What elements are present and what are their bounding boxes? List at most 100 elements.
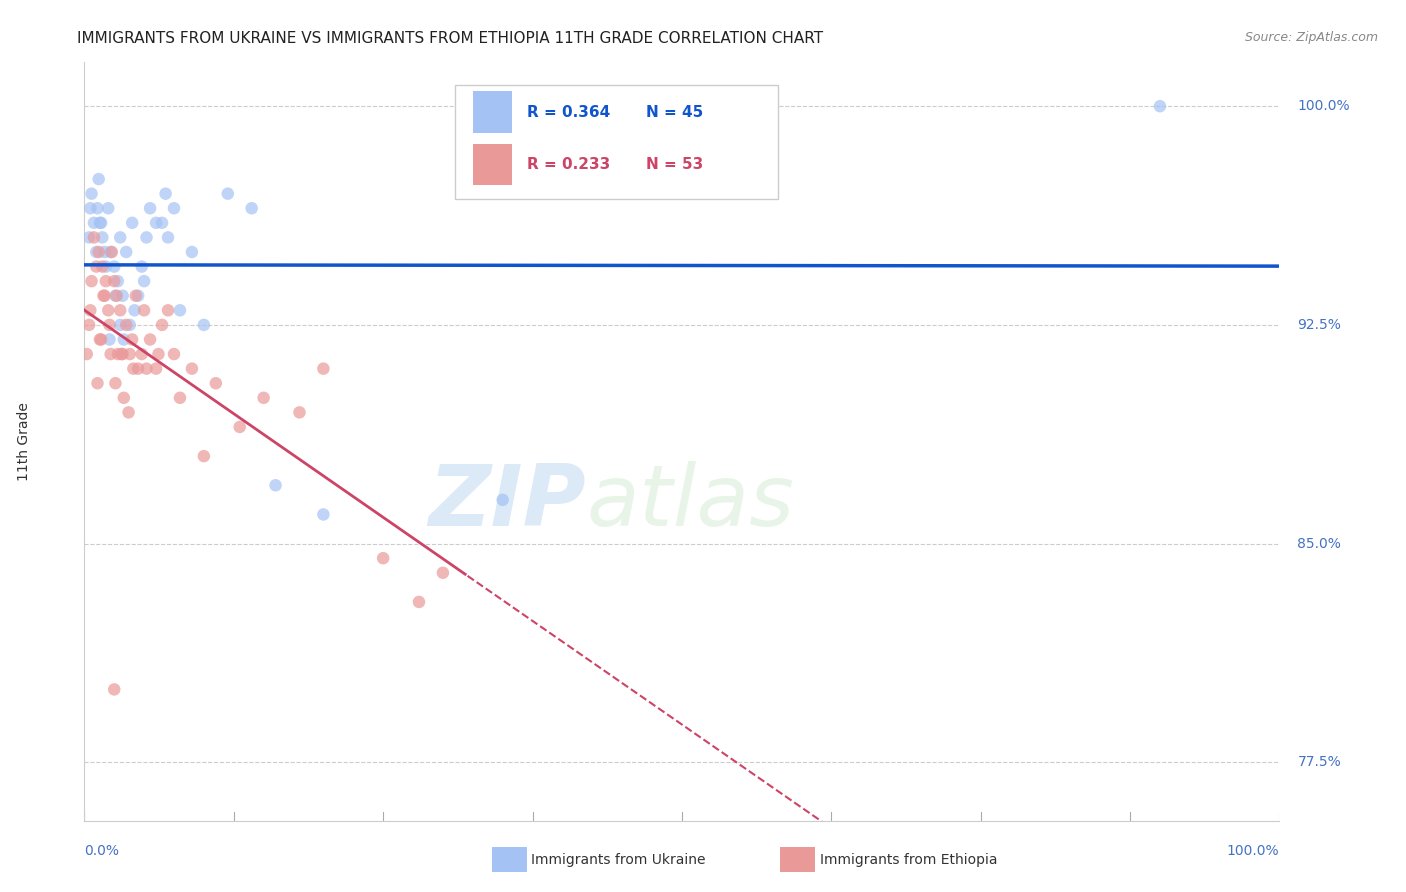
Point <box>217 186 239 201</box>
Text: atlas: atlas <box>586 460 794 544</box>
Point <box>122 361 145 376</box>
Point <box>86 201 108 215</box>
Point <box>110 303 132 318</box>
Text: 100.0%: 100.0% <box>1298 99 1350 113</box>
Point <box>131 347 153 361</box>
Point <box>97 201 120 215</box>
Point <box>205 376 228 391</box>
Point <box>103 274 125 288</box>
Point <box>117 405 139 419</box>
Point <box>121 216 143 230</box>
Point <box>110 318 132 332</box>
Point <box>150 216 173 230</box>
Point <box>90 333 112 347</box>
Text: 0.0%: 0.0% <box>84 844 120 858</box>
Point <box>100 347 122 361</box>
Point <box>97 303 120 318</box>
Point <box>288 405 311 419</box>
Point <box>93 289 115 303</box>
Point <box>145 216 167 230</box>
Text: 11th Grade: 11th Grade <box>17 402 31 481</box>
Point <box>103 260 125 274</box>
Point <box>155 186 177 201</box>
Point <box>127 289 149 303</box>
Point <box>169 391 191 405</box>
Point <box>135 361 157 376</box>
Point <box>111 289 134 303</box>
Point <box>157 303 180 318</box>
Point <box>98 333 121 347</box>
Point <box>408 595 430 609</box>
Text: R = 0.233: R = 0.233 <box>527 157 610 172</box>
Point <box>312 508 335 522</box>
Point <box>86 376 108 391</box>
Point <box>169 303 191 318</box>
Point <box>432 566 454 580</box>
FancyBboxPatch shape <box>472 91 512 133</box>
Point <box>86 244 108 259</box>
Point <box>193 318 215 332</box>
Point <box>93 244 115 259</box>
Point <box>105 289 128 303</box>
Point <box>83 216 105 230</box>
Point <box>139 201 162 215</box>
Point <box>124 303 146 318</box>
Point <box>121 333 143 347</box>
Point <box>80 186 103 201</box>
Text: Source: ZipAtlas.com: Source: ZipAtlas.com <box>1244 31 1378 45</box>
Point <box>89 216 111 230</box>
Point <box>100 244 122 259</box>
Point <box>89 333 111 347</box>
Point <box>87 172 110 186</box>
Point <box>111 347 134 361</box>
Point <box>118 318 141 332</box>
Text: ZIP: ZIP <box>429 460 586 544</box>
Point <box>115 244 138 259</box>
Text: N = 53: N = 53 <box>647 157 703 172</box>
Point <box>98 318 121 332</box>
FancyBboxPatch shape <box>472 144 512 186</box>
Point <box>91 260 114 274</box>
Text: Immigrants from Ethiopia: Immigrants from Ethiopia <box>820 853 997 867</box>
Point <box>163 347 186 361</box>
FancyBboxPatch shape <box>456 85 778 199</box>
Text: Immigrants from Ukraine: Immigrants from Ukraine <box>531 853 706 867</box>
Text: 77.5%: 77.5% <box>1298 756 1341 769</box>
Point <box>115 318 138 332</box>
Point <box>135 230 157 244</box>
Point <box>312 361 335 376</box>
Point <box>83 230 105 244</box>
Point <box>492 492 515 507</box>
Text: 100.0%: 100.0% <box>1227 844 1279 858</box>
Point <box>87 244 110 259</box>
Point <box>373 551 395 566</box>
Text: R = 0.364: R = 0.364 <box>527 104 610 120</box>
Text: N = 45: N = 45 <box>647 104 703 120</box>
Point <box>94 260 117 274</box>
Point <box>145 361 167 376</box>
Point <box>79 201 101 215</box>
Point <box>90 216 112 230</box>
Point <box>104 289 127 303</box>
Point <box>101 244 124 259</box>
Point <box>148 347 170 361</box>
Point <box>94 274 117 288</box>
Point <box>163 201 186 215</box>
Point <box>264 478 287 492</box>
Point <box>127 361 149 376</box>
Point <box>125 289 148 303</box>
Point <box>112 391 135 405</box>
Point <box>193 449 215 463</box>
Point <box>132 274 156 288</box>
Point <box>1149 99 1171 113</box>
Point <box>76 347 98 361</box>
Point <box>150 318 173 332</box>
Point <box>229 420 252 434</box>
Point <box>139 333 162 347</box>
Point <box>86 260 108 274</box>
Point <box>157 230 180 244</box>
Text: 85.0%: 85.0% <box>1298 537 1341 550</box>
Point <box>132 303 156 318</box>
Point <box>110 347 132 361</box>
Point <box>77 230 100 244</box>
